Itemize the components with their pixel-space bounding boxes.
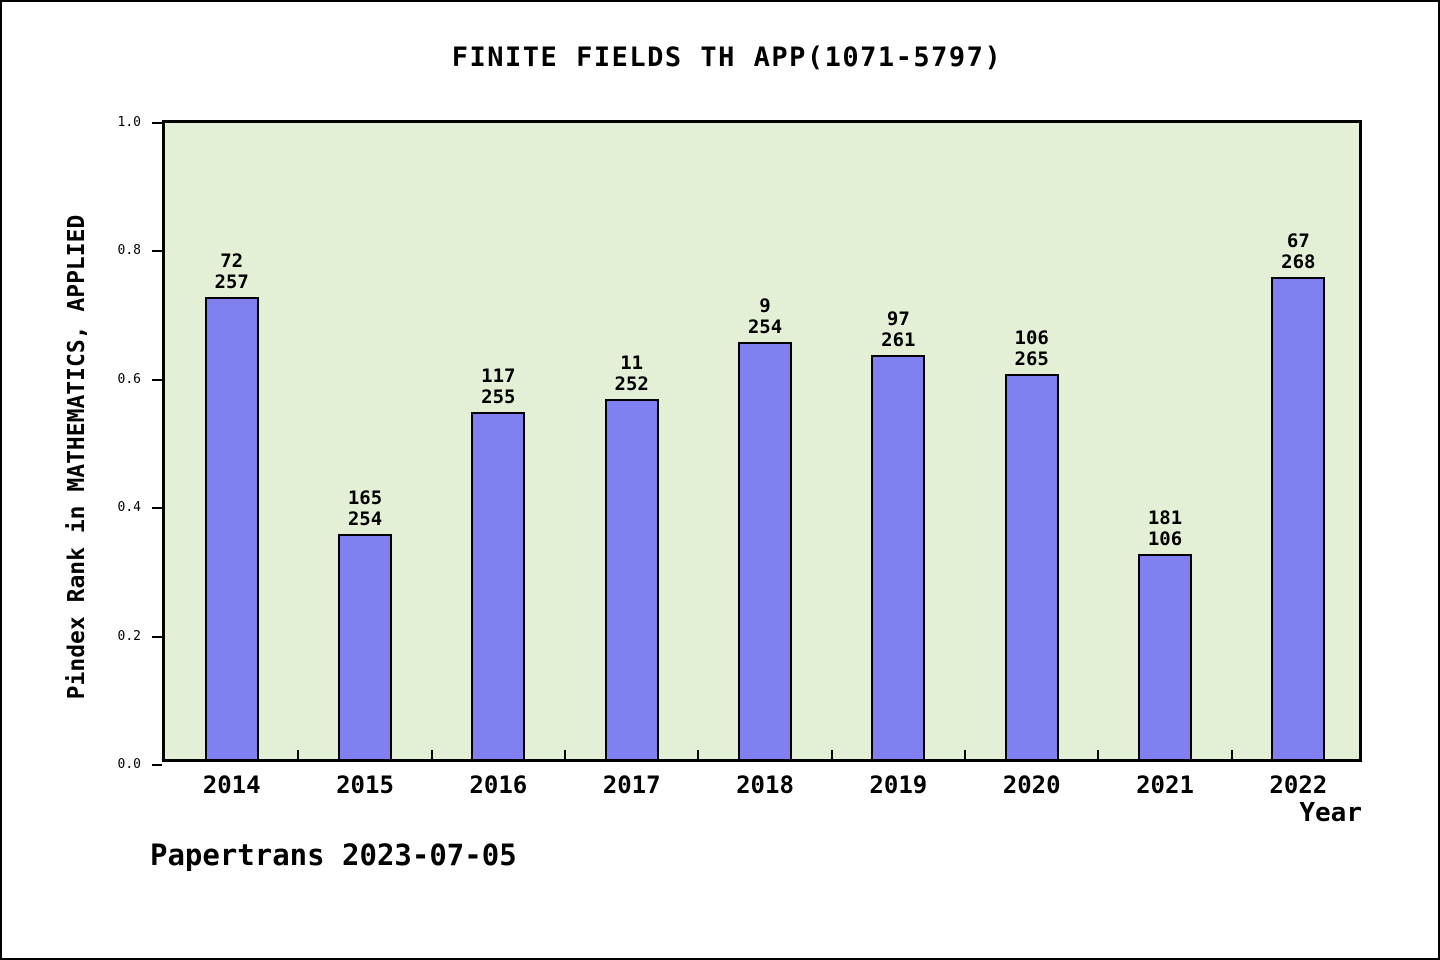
chart-title: FINITE FIELDS TH APP(1071-5797) [451, 42, 1003, 73]
x-tick-label-2015: 2015 [336, 771, 394, 799]
x-tick-mark [430, 750, 433, 759]
bar-value-line: 106 [1147, 528, 1183, 550]
bar-value-line: 117 [481, 365, 516, 387]
bar-value-label-2014: 72 257 [165, 251, 298, 293]
x-tick-mark [830, 750, 833, 759]
bar-value-label-2015: 165 254 [298, 488, 431, 530]
x-tick-label-2020: 2020 [1002, 771, 1061, 799]
bar-value-line: 254 [347, 508, 383, 530]
bar-2016 [471, 412, 526, 759]
x-tick-label-2014: 2014 [202, 771, 261, 799]
y-tick-mark [152, 378, 162, 381]
x-tick-mark [1230, 750, 1233, 759]
x-axis-label: Year [1299, 798, 1362, 828]
bar-value-label-2019: 97 261 [832, 309, 965, 351]
footer-watermark: Papertrans 2023-07-05 [150, 838, 517, 872]
bar-value-line: 67 [1286, 230, 1310, 252]
x-tick-mark [964, 750, 966, 759]
bar-2018 [738, 342, 792, 759]
y-tick-mark [152, 635, 162, 638]
y-tick-mark [152, 122, 162, 124]
x-tick-label-2018: 2018 [736, 771, 794, 799]
bar-value-label-2022: 67 268 [1232, 231, 1365, 273]
bar-value-line: 252 [614, 373, 649, 395]
bar-value-label-2018: 9 254 [698, 296, 831, 338]
x-tick-label-2016: 2016 [469, 771, 528, 799]
bar-2017 [604, 399, 659, 759]
bar-value-line: 254 [747, 316, 783, 338]
bar-2020 [1004, 374, 1059, 759]
bar-value-line: 11 [620, 352, 644, 374]
x-tick-label-2017: 2017 [602, 771, 661, 799]
bar-value-line: 257 [214, 271, 249, 293]
y-tick-label: 1.0 [117, 115, 141, 130]
bar-value-line: 97 [886, 308, 910, 330]
bar-2015 [338, 534, 392, 759]
bar-value-line: 9 [759, 295, 771, 317]
bar-value-line: 72 [220, 250, 244, 272]
y-tick-label: 0.0 [117, 757, 141, 772]
x-tick-label-2021: 2021 [1136, 771, 1194, 799]
x-tick-mark [297, 750, 300, 759]
y-axis-label: Pindex Rank in MATHEMATICS, APPLIED [64, 214, 90, 700]
bar-value-label-2020: 106 265 [965, 328, 1098, 370]
bar-value-line: 261 [881, 329, 916, 351]
bar-value-line: 165 [347, 487, 383, 509]
y-tick-label: 0.4 [117, 500, 141, 516]
bar-value-line: 268 [1281, 251, 1316, 273]
y-tick-label: 0.8 [117, 243, 141, 259]
bar-2022 [1271, 277, 1326, 759]
x-tick-mark [697, 750, 700, 759]
bar-2019 [871, 355, 926, 759]
bar-2021 [1138, 554, 1192, 759]
y-tick-label: 0.6 [117, 371, 141, 387]
x-tick-mark [1097, 750, 1100, 759]
x-tick-label-2022: 2022 [1269, 771, 1328, 799]
y-tick-mark [152, 764, 162, 766]
y-tick-mark [152, 250, 162, 253]
plot-area: 0.0 0.2 0.4 0.6 0.8 1.0 72 257 2014 165 254 2015 117… [118, 116, 1365, 799]
bar-value-label-2016: 117 255 [432, 366, 565, 408]
bar-value-line: 106 [1014, 327, 1049, 349]
bar-2014 [204, 297, 259, 759]
y-tick-label: 0.2 [117, 628, 141, 644]
x-tick-label-2019: 2019 [869, 771, 928, 799]
bar-value-line: 265 [1014, 348, 1049, 370]
y-tick-mark [152, 507, 162, 510]
x-tick-mark [564, 750, 566, 759]
bar-value-label-2021: 181 106 [1098, 508, 1231, 550]
bar-value-label-2017: 11 252 [565, 353, 698, 395]
bar-value-line: 255 [481, 386, 516, 408]
bar-value-line: 181 [1147, 507, 1183, 529]
